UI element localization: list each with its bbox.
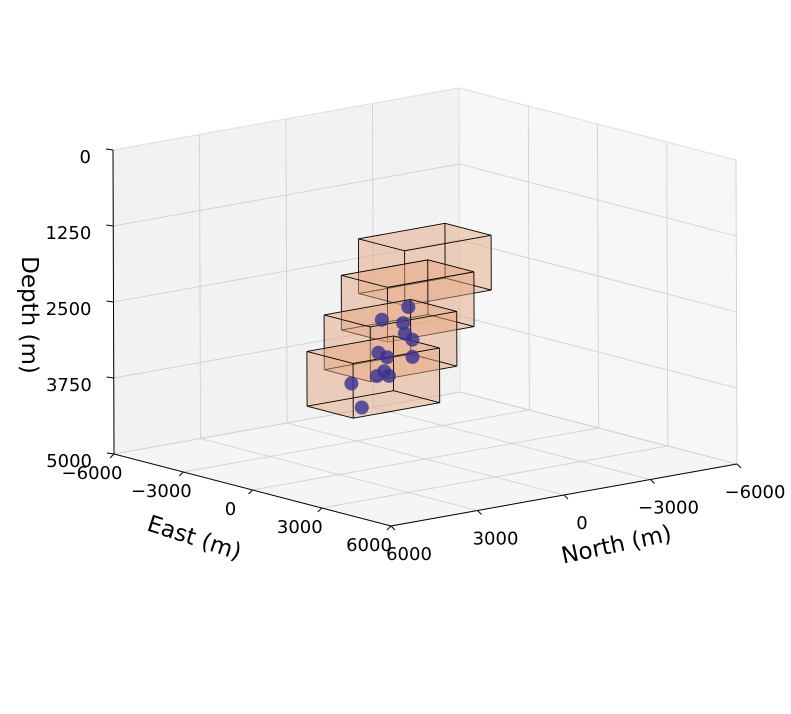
depth-tick: [106, 224, 114, 227]
north-tick: [650, 479, 655, 484]
depth-tick-label: 5000: [46, 451, 92, 472]
depth-tick-label: 2500: [46, 299, 92, 320]
data-point: [405, 332, 420, 347]
prism-edge: [404, 289, 492, 306]
east-tick: [317, 507, 323, 513]
north-tick-label: 6000: [386, 544, 432, 565]
pane-corner-edge: [458, 87, 461, 393]
north-tick: [736, 463, 742, 469]
data-point: [405, 349, 420, 364]
prism-edge: [387, 271, 474, 288]
east-tick-label: 3000: [277, 517, 323, 538]
prism-edge: [306, 390, 394, 407]
depth-tick-label: 1250: [45, 223, 91, 244]
prism-face: [393, 336, 440, 403]
prism: [357, 222, 492, 306]
prism-edge: [341, 274, 388, 288]
prism-edge: [323, 299, 411, 316]
prism-edge: [324, 353, 411, 371]
prism-edge: [306, 335, 394, 352]
depth-tick-label: 0: [80, 147, 91, 168]
depth-tick: [106, 300, 114, 303]
prism-edge: [410, 299, 457, 312]
prism-edge: [358, 238, 405, 252]
prism-face: [358, 223, 446, 294]
prism-face: [306, 351, 354, 419]
north-tick-label: 3000: [473, 529, 519, 550]
north-tick-label: −6000: [725, 482, 786, 503]
data-point: [371, 345, 386, 360]
prism-face: [358, 223, 492, 251]
data-point: [374, 312, 389, 327]
east-tick-label: −3000: [131, 481, 192, 502]
depth-tick: [106, 376, 114, 379]
depth-axis-title: Depth (m): [16, 256, 42, 374]
prism-edge: [306, 351, 354, 364]
north-tick: [477, 510, 482, 515]
prism-face: [358, 238, 405, 306]
depth-tick-label: 3750: [46, 375, 92, 396]
prism-edge: [352, 347, 440, 364]
north-tick-label: 0: [576, 513, 587, 534]
pane-edges: [112, 87, 737, 393]
north-tick: [390, 525, 396, 531]
prism-face: [324, 314, 371, 382]
east-tick: [386, 525, 392, 531]
east-tick-label: −6000: [62, 463, 123, 484]
data-point: [354, 400, 369, 415]
north-tick: [563, 494, 569, 500]
east-tick-label: 6000: [346, 535, 392, 556]
east-tick: [178, 471, 184, 477]
prism-edge: [306, 405, 354, 419]
prism-face: [404, 235, 492, 306]
prism-face: [307, 390, 440, 419]
data-point: [396, 316, 411, 331]
prism-face: [410, 299, 457, 367]
points-layer: [344, 300, 420, 415]
axes-layer: 6000 3000 0 −3000 −6000 6000 3000 0 −3000 −6000 0 1…: [45, 147, 785, 565]
prism-face: [341, 275, 388, 343]
prism-edge: [323, 314, 371, 328]
prism-edge: [358, 277, 446, 294]
prism-face: [353, 348, 440, 419]
prism-face: [324, 354, 457, 382]
prism-edge: [445, 277, 492, 291]
prism-face: [427, 259, 475, 327]
data-point: [369, 369, 384, 384]
depth-tick: [105, 148, 114, 151]
north-tick-label: −3000: [638, 498, 699, 519]
prism-edge: [341, 259, 428, 276]
prism-edge: [341, 329, 388, 343]
prism-edge: [353, 402, 440, 419]
prism-edge: [404, 234, 492, 252]
prism-face: [358, 278, 492, 306]
prism-edge: [358, 222, 446, 240]
east-tick: [109, 453, 115, 459]
depth-tick: [106, 452, 115, 455]
east-tick-label: 0: [225, 499, 236, 520]
east-tick: [248, 489, 253, 495]
data-point: [381, 368, 396, 383]
data-point: [401, 300, 416, 314]
prism-edge: [427, 259, 475, 273]
data-point: [344, 376, 359, 391]
prism-edge: [444, 222, 492, 236]
prism-face: [444, 223, 492, 290]
prism-face: [341, 259, 474, 288]
prism-edge: [358, 293, 405, 306]
prism-face: [324, 299, 457, 327]
prism-edge: [324, 369, 371, 383]
prism-edge: [393, 390, 440, 404]
prism-edge: [427, 314, 475, 328]
